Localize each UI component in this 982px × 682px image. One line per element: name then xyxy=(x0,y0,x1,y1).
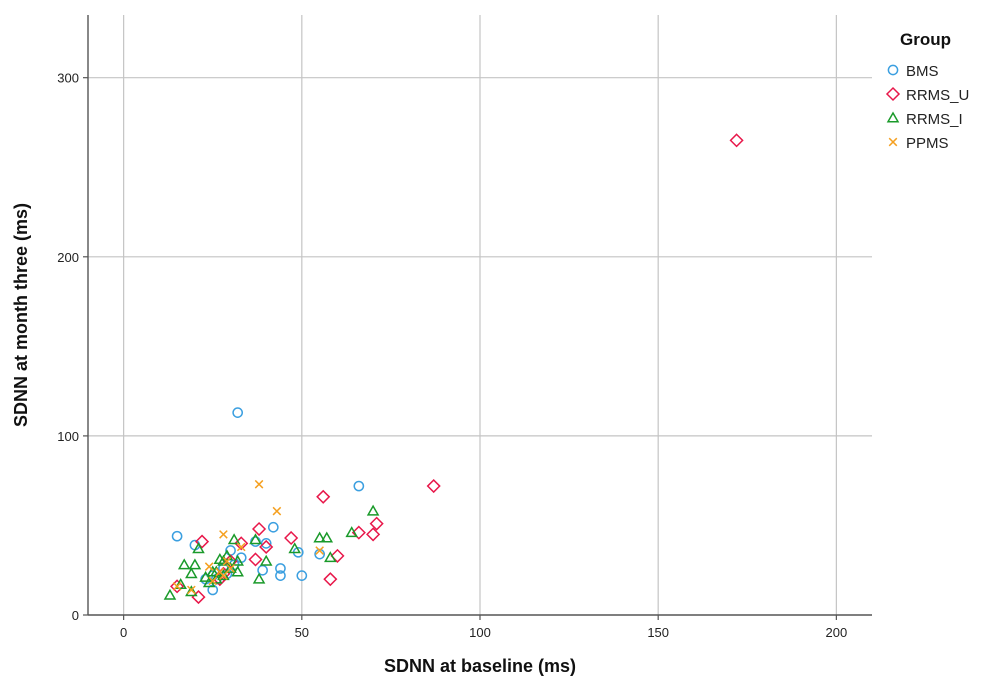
legend-title: Group xyxy=(900,30,951,49)
data-point xyxy=(254,479,264,489)
data-point xyxy=(275,563,286,574)
data-point xyxy=(224,561,237,573)
data-point xyxy=(188,558,202,570)
data-point xyxy=(232,407,244,418)
axes xyxy=(83,15,872,620)
x-axis-title: SDNN at baseline (ms) xyxy=(384,656,576,676)
data-point xyxy=(199,570,212,582)
data-point xyxy=(288,542,301,554)
x-tick-label: 200 xyxy=(826,625,848,640)
data-point xyxy=(219,530,228,539)
data-point xyxy=(296,570,308,581)
data-point xyxy=(323,572,338,587)
y-tick-label: 0 xyxy=(72,608,79,623)
data-point xyxy=(351,525,366,540)
data-point xyxy=(353,480,365,492)
data-point xyxy=(170,579,185,594)
data-point xyxy=(426,478,441,494)
data-point xyxy=(172,582,182,591)
data-point xyxy=(231,565,244,577)
data-point xyxy=(252,572,266,584)
y-tick-label: 300 xyxy=(57,71,79,86)
legend-label: BMS xyxy=(906,63,939,80)
legend-item: RRMS_I xyxy=(886,111,963,128)
data-point xyxy=(249,533,262,545)
legend-item: RRMS_U xyxy=(885,86,969,104)
data-point xyxy=(330,548,345,563)
y-axis-title: SDNN at month three (ms) xyxy=(11,203,31,427)
tick-labels: 0 50 100 150 200 0 100 200 300 xyxy=(57,71,847,640)
legend: Group BMS RRMS_U RRMS_I PPMS xyxy=(885,30,969,152)
data-point xyxy=(272,506,282,516)
data-point xyxy=(345,526,359,538)
data-point xyxy=(177,558,191,570)
series-ppms xyxy=(172,479,324,595)
legend-item: BMS xyxy=(887,63,939,80)
data-point xyxy=(174,578,187,590)
data-point xyxy=(366,527,381,542)
legend-marker xyxy=(885,86,901,102)
y-tick-label: 100 xyxy=(57,429,79,444)
data-point xyxy=(236,542,246,552)
data-point xyxy=(251,521,267,537)
data-point xyxy=(185,585,198,597)
data-point xyxy=(369,516,384,531)
data-point xyxy=(185,567,198,579)
legend-marker xyxy=(886,111,900,123)
legend-label: PPMS xyxy=(906,135,949,152)
x-tick-label: 100 xyxy=(469,625,491,640)
data-point xyxy=(192,542,205,554)
x-tick-label: 50 xyxy=(295,625,309,640)
data-point xyxy=(227,533,241,545)
data-point xyxy=(729,133,744,148)
data-point xyxy=(260,538,272,549)
data-point xyxy=(320,531,334,543)
data-point xyxy=(315,546,324,555)
data-points xyxy=(163,133,744,605)
data-point xyxy=(248,552,263,567)
data-point xyxy=(275,570,286,581)
x-tick-label: 0 xyxy=(120,625,127,640)
legend-marker xyxy=(887,64,899,76)
data-point xyxy=(231,554,244,566)
data-point xyxy=(171,530,183,542)
data-point xyxy=(220,549,234,561)
legend-label: RRMS_U xyxy=(906,87,969,104)
data-point xyxy=(222,556,232,566)
data-point xyxy=(284,530,299,546)
legend-label: RRMS_I xyxy=(906,111,963,128)
legend-item: PPMS xyxy=(888,135,949,152)
legend-marker xyxy=(888,137,898,147)
grid-lines xyxy=(88,15,872,615)
data-point xyxy=(204,562,214,571)
data-point xyxy=(163,588,177,600)
x-tick-label: 150 xyxy=(647,625,669,640)
data-point xyxy=(366,504,380,516)
data-point xyxy=(316,489,331,504)
data-point xyxy=(187,585,196,595)
y-tick-label: 200 xyxy=(57,250,79,265)
data-point xyxy=(194,534,210,549)
data-point xyxy=(219,571,228,580)
data-point xyxy=(217,569,230,581)
data-point xyxy=(226,564,235,573)
data-point xyxy=(324,551,337,563)
data-point xyxy=(267,521,279,533)
data-point xyxy=(259,554,273,566)
data-point xyxy=(208,576,218,586)
data-point xyxy=(259,539,274,555)
data-point xyxy=(313,531,326,543)
